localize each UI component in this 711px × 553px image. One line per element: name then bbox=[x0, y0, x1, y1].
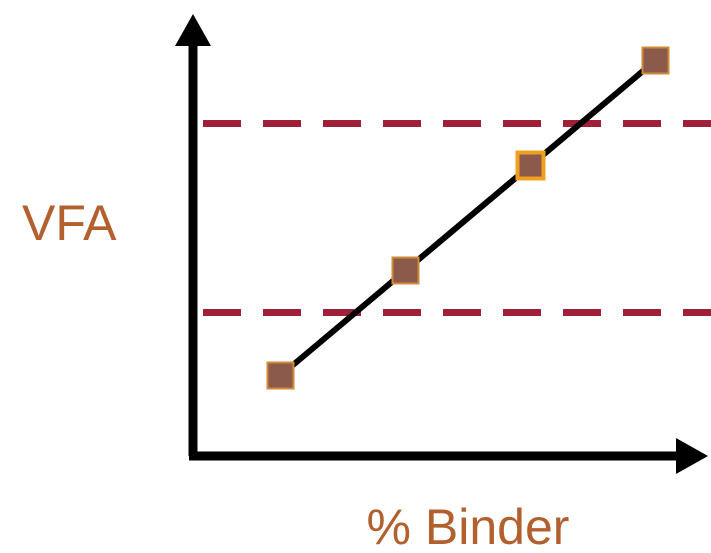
data-point-3 bbox=[515, 150, 546, 181]
y-axis-arrowhead bbox=[175, 14, 211, 46]
axes bbox=[175, 14, 708, 474]
reference-lines bbox=[203, 120, 711, 316]
series-line bbox=[278, 58, 658, 378]
data-point-2 bbox=[391, 256, 420, 285]
y-axis-label: VFA bbox=[22, 195, 117, 251]
x-axis-label: % Binder bbox=[367, 499, 570, 553]
series-layer bbox=[266, 46, 670, 390]
x-axis-arrowhead bbox=[676, 438, 708, 474]
data-point-4 bbox=[641, 46, 670, 75]
data-point-1 bbox=[266, 361, 295, 390]
